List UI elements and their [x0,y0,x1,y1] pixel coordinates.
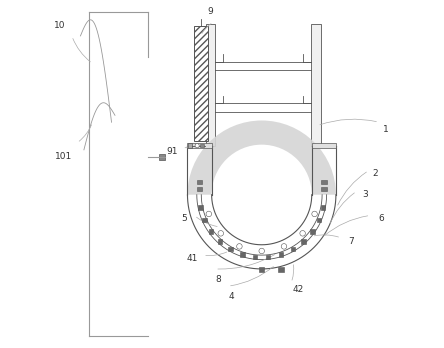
Circle shape [206,211,212,217]
Circle shape [195,144,199,148]
Bar [198,206,202,210]
Bar [253,255,258,259]
Text: 91: 91 [166,147,178,156]
Bar [159,153,165,160]
Bar [206,24,215,147]
Bar [202,218,207,222]
Text: 42: 42 [292,285,304,294]
Bar [200,144,204,148]
Bar [209,229,213,234]
Bar [321,180,327,184]
Wedge shape [187,120,336,195]
Bar [301,239,306,244]
Text: 7: 7 [349,237,354,246]
Bar [197,187,202,191]
Circle shape [218,231,223,236]
Text: 8: 8 [216,275,222,284]
Text: 1: 1 [383,125,389,134]
Circle shape [237,244,242,249]
Bar [311,24,321,147]
Bar [321,206,325,210]
Circle shape [281,244,287,249]
Text: 2: 2 [373,169,378,179]
Circle shape [300,231,305,236]
Bar [266,255,270,259]
Bar [279,252,283,256]
Bar [188,143,192,149]
Bar [317,218,321,222]
Bar [259,267,265,272]
Text: 41: 41 [187,254,198,263]
Bar [321,187,327,191]
Bar [291,247,295,251]
Circle shape [259,248,265,254]
Bar [194,25,207,141]
Bar [312,143,336,148]
Text: 5: 5 [181,214,187,223]
Text: 101: 101 [55,152,72,161]
Text: 3: 3 [362,190,368,199]
Bar [240,252,245,256]
Bar [197,180,202,184]
Text: 6: 6 [378,214,384,223]
Bar [310,229,315,234]
Text: 10: 10 [54,21,66,30]
Circle shape [312,211,317,217]
Text: 9: 9 [207,7,213,16]
Bar [228,247,233,251]
Bar [278,267,284,272]
Text: 4: 4 [229,292,234,301]
Bar [218,239,222,244]
Bar [187,143,212,148]
